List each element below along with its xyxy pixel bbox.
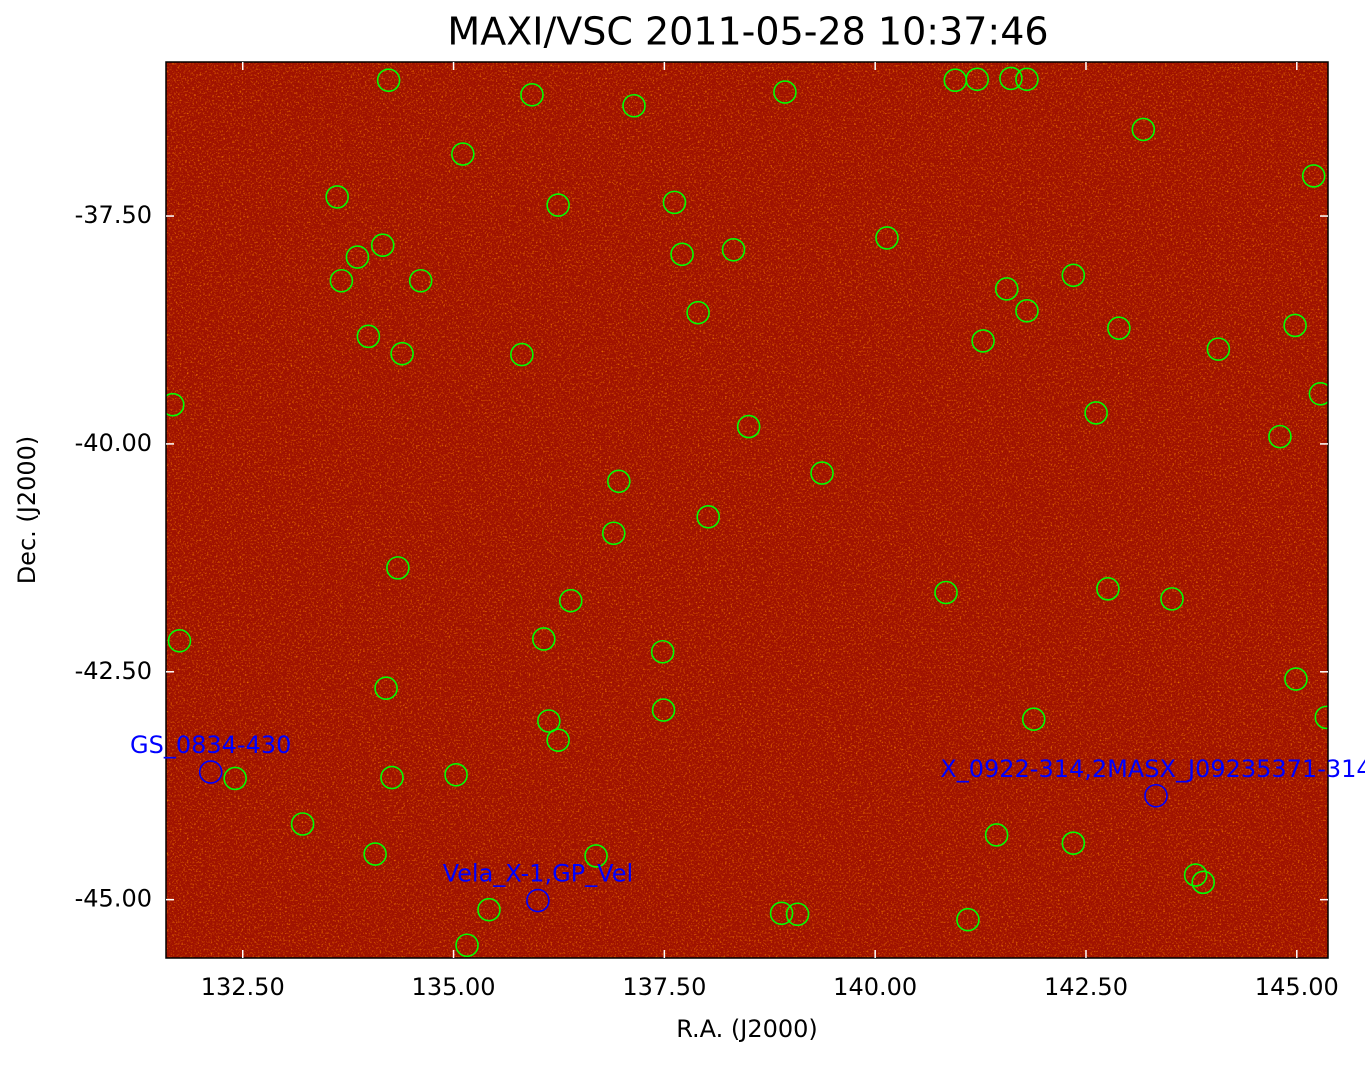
source-circle bbox=[956, 907, 980, 932]
source-circle bbox=[345, 245, 370, 269]
source-circle bbox=[670, 242, 694, 267]
source-circle bbox=[444, 762, 468, 787]
source-circle bbox=[408, 268, 433, 293]
source-circle bbox=[537, 709, 561, 733]
source-circle bbox=[1308, 381, 1328, 406]
source-circle bbox=[1206, 337, 1231, 361]
source-circle bbox=[773, 80, 797, 104]
source-label: GS_0834-430 bbox=[130, 731, 291, 759]
source-circle bbox=[662, 190, 687, 215]
sky-noise bbox=[166, 62, 1328, 958]
known-source bbox=[526, 888, 550, 913]
source-circle bbox=[546, 193, 570, 217]
source-circle bbox=[999, 66, 1023, 91]
source-circle bbox=[934, 580, 958, 605]
marks bbox=[166, 66, 1328, 958]
source-circle bbox=[622, 93, 646, 118]
y-axis-label: Dec. (J2000) bbox=[13, 436, 41, 585]
source-label: Vela_X-1,GP_Vel bbox=[443, 860, 634, 888]
known-source bbox=[198, 760, 223, 784]
source-circle bbox=[875, 226, 899, 250]
y-tick-label: -37.50 bbox=[75, 201, 152, 229]
source-circle bbox=[1160, 587, 1184, 611]
source-circle bbox=[376, 68, 401, 93]
source-circle bbox=[651, 698, 676, 722]
source-circle bbox=[1314, 705, 1328, 730]
source-circle bbox=[1107, 316, 1131, 340]
source-circle bbox=[531, 627, 556, 651]
source-circle bbox=[380, 765, 404, 790]
x-tick-label: 137.50 bbox=[622, 973, 706, 1001]
source-circle bbox=[810, 461, 834, 485]
source-circle bbox=[363, 842, 387, 866]
source-circle bbox=[1015, 299, 1039, 323]
x-tick-label: 140.00 bbox=[833, 973, 917, 1001]
source-circle bbox=[455, 933, 479, 958]
source-circle bbox=[374, 676, 398, 700]
source-circle bbox=[1015, 67, 1039, 92]
source-circle bbox=[994, 277, 1019, 301]
source-circle bbox=[965, 67, 990, 92]
source-circle bbox=[1284, 667, 1308, 691]
x-axis-label: R.A. (J2000) bbox=[676, 1015, 818, 1043]
y-tick-label: -45.00 bbox=[75, 885, 152, 913]
source-circle bbox=[356, 324, 381, 349]
source-circle bbox=[520, 83, 544, 107]
source-circle bbox=[546, 728, 570, 752]
source-circle bbox=[1021, 707, 1046, 731]
source-circle bbox=[370, 233, 395, 258]
source-circle bbox=[971, 329, 995, 353]
source-circle bbox=[390, 341, 414, 366]
source-circle bbox=[325, 185, 349, 209]
source-circle bbox=[607, 469, 631, 494]
plot-frame bbox=[165, 61, 1329, 959]
source-circle bbox=[601, 521, 626, 546]
source-circle bbox=[1084, 401, 1108, 425]
source-circle bbox=[650, 639, 675, 664]
source-circle bbox=[696, 505, 721, 529]
source-circle bbox=[477, 897, 501, 922]
source-circle bbox=[510, 342, 534, 367]
source-circle bbox=[167, 628, 192, 653]
source-circle bbox=[290, 812, 315, 836]
source-circle bbox=[1131, 117, 1156, 142]
source-circle bbox=[785, 902, 810, 927]
x-tick-label: 142.50 bbox=[1044, 973, 1128, 1001]
source-label: X_0922-314,2MASX_J09235371-314 bbox=[940, 755, 1365, 783]
known-source bbox=[1144, 783, 1168, 808]
source-circle bbox=[1283, 313, 1307, 338]
x-tick-label: 145.00 bbox=[1255, 973, 1339, 1001]
source-circle bbox=[329, 268, 354, 293]
chart-title: MAXI/VSC 2011-05-28 10:37:46 bbox=[447, 10, 1048, 54]
source-circle bbox=[584, 844, 608, 868]
source-circle bbox=[223, 766, 247, 791]
x-tick-label: 135.00 bbox=[412, 973, 496, 1001]
source-circle bbox=[166, 392, 185, 417]
source-circle bbox=[558, 588, 583, 613]
source-circle bbox=[736, 414, 761, 439]
source-circle bbox=[1191, 870, 1215, 895]
source-circle bbox=[1061, 831, 1086, 855]
source-circle bbox=[1183, 863, 1208, 887]
source-circle bbox=[769, 901, 794, 926]
y-tick-label: -42.50 bbox=[75, 657, 152, 685]
source-circle bbox=[984, 823, 1009, 847]
source-circle bbox=[721, 237, 746, 262]
source-circle bbox=[1061, 263, 1086, 288]
y-tick-label: -40.00 bbox=[75, 429, 152, 457]
source-circle bbox=[686, 300, 710, 325]
source-circle bbox=[451, 142, 475, 166]
source-circle bbox=[386, 556, 410, 580]
source-circle bbox=[1096, 577, 1120, 601]
x-tick-label: 132.50 bbox=[201, 973, 285, 1001]
source-circle bbox=[1268, 424, 1292, 449]
source-circle bbox=[1301, 164, 1326, 188]
